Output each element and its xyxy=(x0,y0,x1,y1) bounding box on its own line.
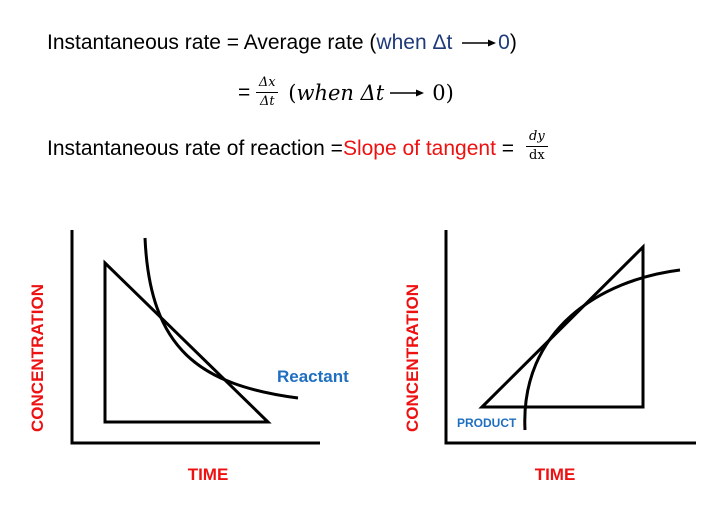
right-tangent-triangle xyxy=(478,243,645,409)
fraction-bar xyxy=(525,146,548,147)
left-y-axis-label: CONCENTRATION xyxy=(28,284,47,432)
line3-prefix: Instantaneous rate of reaction = xyxy=(47,136,343,160)
left-tangent-triangle xyxy=(103,259,272,424)
right-y-axis-label: CONCENTRATION xyxy=(403,284,422,432)
line1-prefix: Instantaneous rate = Average rate ( xyxy=(47,31,377,54)
right-graph: PRODUCT TIME CONCENTRATION xyxy=(403,230,696,484)
equation-line-2: = Δx Δt (when Δt 0) xyxy=(238,76,454,109)
reactant-label: Reactant xyxy=(277,367,349,386)
fraction-bar xyxy=(256,92,279,93)
equation-line-1: Instantaneous rate = Average rate (when … xyxy=(47,31,517,55)
frac2-numerator: dy xyxy=(529,129,545,144)
frac2-denominator: dx xyxy=(529,148,545,163)
right-x-axis-label: TIME xyxy=(535,465,576,484)
left-x-axis-label: TIME xyxy=(188,465,229,484)
line1-when: when Δt xyxy=(376,31,453,54)
line2-equals: = xyxy=(238,80,251,104)
line2-paren-open: ( xyxy=(288,80,297,105)
fraction-delta-x-over-delta-t: Δx Δt xyxy=(256,75,279,109)
product-curve xyxy=(523,268,681,431)
product-label: PRODUCT xyxy=(457,416,517,430)
line3-equals: = xyxy=(495,136,520,160)
left-axes xyxy=(70,230,320,445)
line1-zero: 0 xyxy=(498,31,510,54)
slope-of-tangent: Slope of tangent xyxy=(342,136,496,160)
frac1-denominator: Δt xyxy=(259,94,275,109)
right-arrow-icon xyxy=(388,88,425,98)
reactant-curve xyxy=(143,237,299,400)
fraction-dy-over-dx: dy dx xyxy=(525,129,548,163)
line2-when: when Δt xyxy=(296,80,385,105)
left-graph: Reactant TIME CONCENTRATION xyxy=(28,230,349,484)
line1-close: ) xyxy=(509,31,517,54)
equation-line-3: Instantaneous rate of reaction = Slope o… xyxy=(47,130,554,163)
right-arrow-icon xyxy=(460,38,497,48)
line2-zero: 0) xyxy=(432,80,454,105)
frac1-numerator: Δx xyxy=(258,75,276,90)
right-axes xyxy=(444,230,696,445)
